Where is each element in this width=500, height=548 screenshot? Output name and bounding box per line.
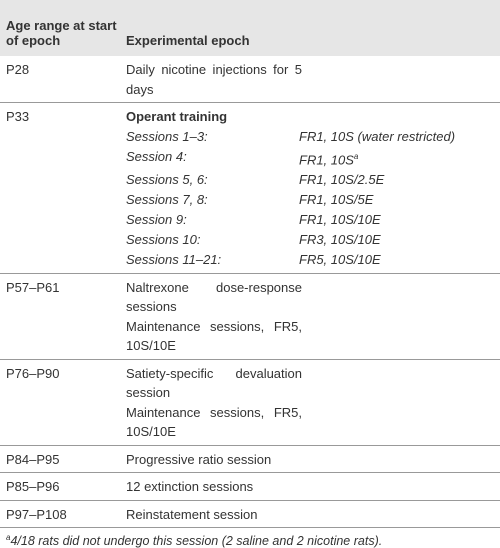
table-row: P84–P95 Progressive ratio session [0, 446, 500, 474]
epoch-text: Daily nicotine injections for 5 days [126, 62, 302, 97]
session-row: Sessions 11–21: FR5, 10S/10E [126, 250, 455, 270]
session-label: Sessions 1–3: [126, 128, 208, 144]
session-row: Sessions 7, 8: FR1, 10S/5E [126, 190, 455, 210]
session-row: Session 9: FR1, 10S/10E [126, 210, 455, 230]
table-row: P28 Daily nicotine injections for 5 days [0, 56, 500, 103]
table-body: P28 Daily nicotine injections for 5 days P… [0, 56, 500, 529]
table-row: P85–P96 12 extinction sessions [0, 473, 500, 501]
table-row: P97–P108 Reinstatement session [0, 501, 500, 529]
epoch-cell: Naltrexone dose-response sessions Mainten… [126, 278, 302, 356]
epoch-cell: Operant training Sessions 1–3: FR1, 10S (w… [126, 107, 455, 270]
epoch-text: Maintenance sessions, FR5, 10S/10E [126, 318, 302, 354]
epoch-text: Progressive ratio session [126, 451, 272, 467]
table-row: P76–P90 Satiety-specific devaluation sess… [0, 360, 500, 446]
age-cell: P84–P95 [6, 451, 60, 467]
condition-text: FR1, 10S/2.5E [299, 171, 385, 187]
epoch-text: Operant training [126, 109, 228, 124]
epoch-text: Satiety-specific devaluation session [126, 365, 302, 401]
table-row: P57–P61 Naltrexone dose-response sessions… [0, 274, 500, 360]
age-cell: P28 [6, 62, 30, 77]
session-label: Session 9: [126, 211, 187, 227]
age-cell: P97–P108 [6, 506, 67, 522]
age-cell: P57–P61 [6, 279, 60, 295]
session-condition: FR1, 10S/2.5E [299, 170, 384, 190]
condition-text: FR1, 10S (water restricted) [299, 128, 456, 144]
epoch-cell: Daily nicotine injections for 5 days [126, 60, 302, 99]
condition-text: FR5, 10S/10E [299, 251, 381, 267]
epoch-text: Maintenance sessions, FR5, 10S/10E [126, 404, 302, 440]
epoch-cell: Satiety-specific devaluation session Main… [126, 364, 302, 442]
header-cell: Age range at start of epoch [6, 18, 117, 48]
session-label: Sessions 11–21: [126, 251, 222, 267]
session-label: Sessions 10: [126, 231, 201, 247]
session-row: Session 4: FR1, 10Sa [126, 147, 455, 170]
epoch-text: 12 extinction sessions [126, 479, 254, 495]
session-condition: FR3, 10S/10E [299, 230, 381, 250]
session-condition: FR1, 10S/5E [299, 190, 373, 210]
session-row: Sessions 5, 6: FR1, 10S/2.5E [126, 170, 455, 190]
epoch-cell: Progressive ratio session [126, 450, 302, 470]
epoch-cell: Reinstatement session [126, 505, 302, 525]
table-row: P33 Operant training Sessions 1–3: FR1, 10S… [0, 103, 500, 274]
age-cell: P33 [6, 109, 30, 124]
session-row: Sessions 10: FR3, 10S/10E [126, 230, 455, 250]
condition-text: FR1, 10S [299, 151, 354, 167]
session-label: Session 4: [126, 148, 187, 164]
footnote: a4/18 rats did not undergo this session … [0, 528, 500, 548]
epoch-cell: 12 extinction sessions [126, 477, 302, 497]
epoch-text: Naltrexone dose-response sessions [126, 279, 302, 315]
session-condition: FR1, 10S/10E [299, 210, 381, 230]
session-condition: FR1, 10Sa [299, 147, 358, 170]
age-cell: P76–P90 [6, 365, 60, 381]
header-cell: Experimental epoch [126, 33, 250, 48]
age-cell: P85–P96 [6, 479, 60, 495]
note-marker: a [353, 151, 359, 161]
header-row: Age range at start of epoch Experimental… [0, 0, 500, 56]
condition-text: FR3, 10S/10E [299, 231, 381, 247]
condition-text: FR1, 10S/10E [299, 211, 381, 227]
session-condition: FR5, 10S/10E [299, 250, 381, 270]
session-label: Sessions 7, 8: [126, 191, 208, 207]
session-condition: FR1, 10S (water restricted) [299, 127, 455, 147]
footnote-text: 4/18 rats did not undergo this session (… [10, 534, 383, 548]
condition-text: FR1, 10S/5E [299, 191, 374, 207]
session-label: Sessions 5, 6: [126, 171, 208, 187]
session-row: Sessions 1–3: FR1, 10S (water restricted) [126, 127, 455, 147]
epoch-text: Reinstatement session [126, 506, 258, 522]
